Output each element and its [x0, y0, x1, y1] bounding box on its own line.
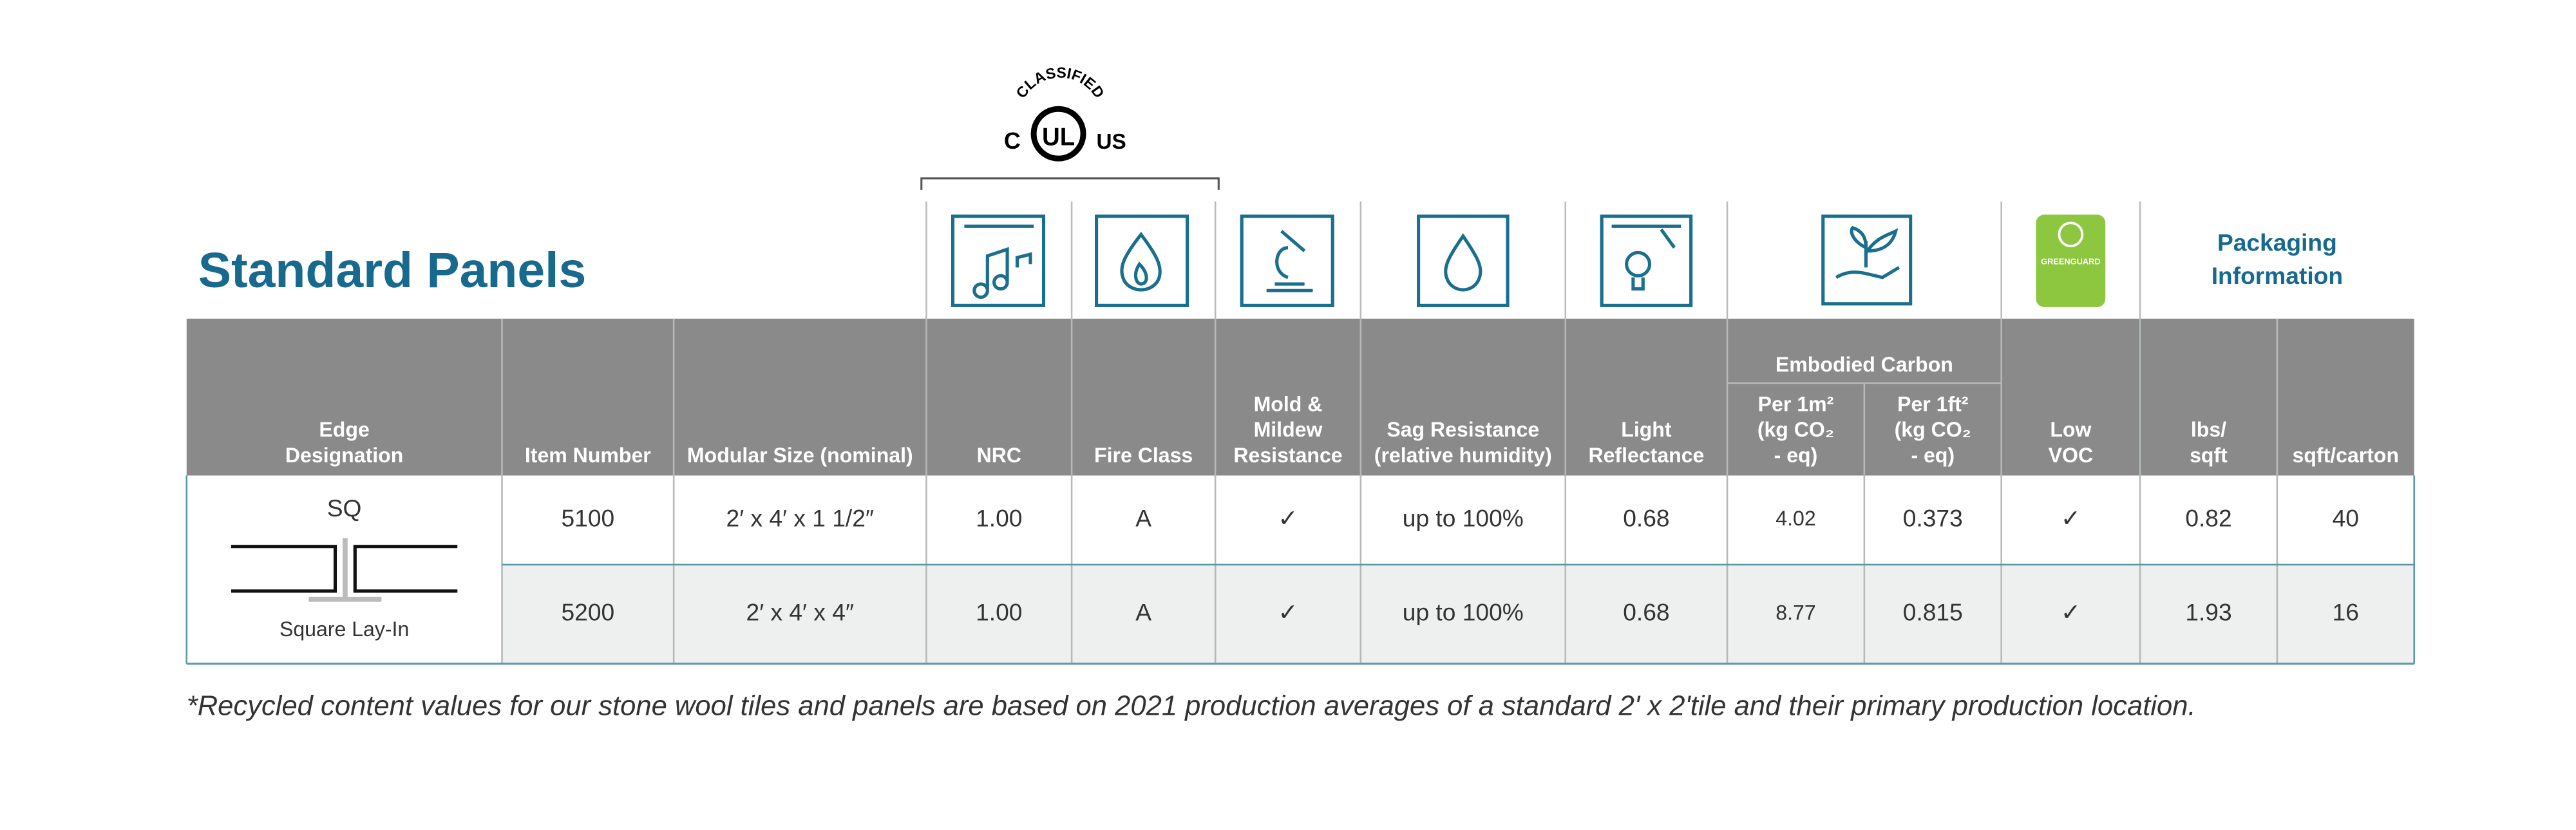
column-header: Edge	[319, 418, 369, 441]
cell: 1.00	[976, 505, 1022, 532]
edge-diagram	[231, 545, 458, 593]
cell: 5200	[561, 599, 614, 626]
group-header: Embodied Carbon	[1776, 353, 1953, 376]
column-header: NRC	[977, 444, 1021, 467]
packaging-header: Information	[2211, 262, 2343, 289]
column-header: sqft/carton	[2293, 444, 2400, 467]
cell: A	[1135, 599, 1151, 626]
ul-left: C	[1004, 128, 1021, 154]
column-header: Sag Resistance	[1387, 418, 1539, 441]
cell: up to 100%	[1403, 505, 1524, 532]
ul-logo: CLASSIFIED C UL US	[920, 64, 1220, 190]
row-bg	[502, 564, 2414, 664]
edge-tee	[308, 538, 382, 602]
cell: up to 100%	[1403, 599, 1524, 626]
cell: 1.93	[2185, 599, 2231, 626]
column-header: Designation	[285, 444, 403, 467]
column-header: (kg CO₂	[1757, 418, 1834, 441]
ul-right: US	[1096, 130, 1126, 154]
cell: 0.68	[1623, 505, 1669, 532]
cell: 5100	[561, 505, 614, 532]
column-header: Resistance	[1233, 444, 1342, 467]
table: Embodied Carbon Edge Designation Item Numbe…	[185, 201, 2416, 665]
greenguard-label: GREENGUARD	[2041, 256, 2101, 266]
column-header: (kg CO₂	[1895, 418, 1971, 441]
cell: 0.82	[2185, 505, 2231, 532]
header-bg	[186, 318, 2414, 476]
cell: 2′ x 4′ x 1 1/2″	[726, 505, 875, 532]
column-header: Per 1m²	[1758, 392, 1834, 415]
column-header: VOC	[2049, 444, 2093, 467]
cell: 1.00	[976, 599, 1022, 626]
column-header: Reflectance	[1588, 444, 1704, 467]
cell: 4.02	[1776, 507, 1815, 530]
cell: 40	[2333, 505, 2359, 532]
column-header: lbs/	[2191, 418, 2226, 441]
footnote: *Recycled content values for our stone w…	[187, 690, 2196, 721]
cell: ✓	[1278, 599, 1298, 626]
packaging-header: Packaging	[2217, 229, 2337, 256]
edge-name: Square Lay-In	[279, 618, 409, 641]
column-header: Fire Class	[1094, 444, 1193, 467]
cell: 8.77	[1776, 601, 1815, 624]
cell: ✓	[2061, 505, 2081, 532]
cell: 0.815	[1903, 599, 1963, 626]
column-header: - eq)	[1774, 444, 1818, 467]
cell: 0.68	[1623, 599, 1669, 626]
column-header: - eq)	[1911, 444, 1955, 467]
column-header: (relative humidity)	[1374, 444, 1552, 467]
edge-code: SQ	[327, 495, 362, 522]
cell: ✓	[1278, 505, 1298, 532]
column-header: sqft	[2190, 444, 2228, 467]
cell: 0.373	[1903, 505, 1963, 532]
title: Standard Panels	[198, 243, 587, 298]
cell: 16	[2333, 599, 2359, 626]
column-header: Low	[2050, 418, 2091, 441]
column-header: Per 1ft²	[1897, 392, 1968, 415]
cell: ✓	[2061, 599, 2081, 626]
column-header: Item Number	[525, 444, 651, 467]
column-header: Modular Size (nominal)	[687, 444, 913, 467]
cell: A	[1135, 505, 1151, 532]
ul-center: UL	[1042, 124, 1075, 151]
cell: 2′ x 4′ x 4″	[746, 599, 855, 626]
column-header: Mildew	[1254, 418, 1323, 441]
column-header: Light	[1621, 418, 1672, 441]
column-header: Mold &	[1254, 392, 1323, 415]
ul-top: CLASSIFIED	[1012, 64, 1108, 101]
icons: GREENGUARD	[951, 214, 2106, 307]
